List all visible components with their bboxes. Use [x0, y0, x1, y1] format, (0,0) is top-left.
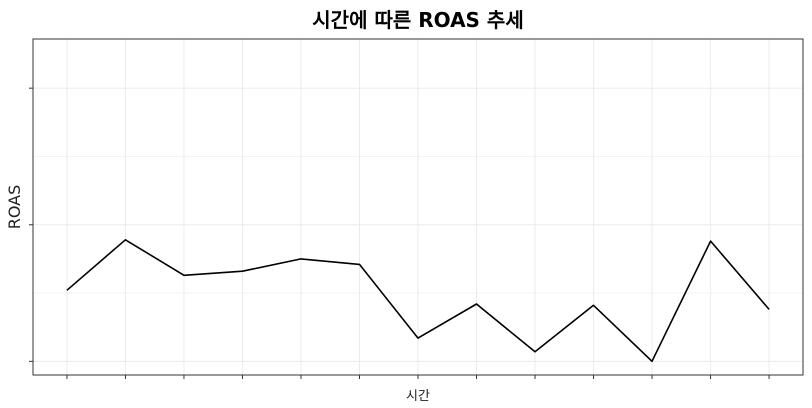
axis-ticks: [29, 87, 770, 379]
chart-title: 시간에 따른 ROAS 추세: [312, 8, 523, 32]
grid: [33, 39, 803, 375]
y-axis-label: ROAS: [5, 185, 24, 230]
roas-series-line: [66, 239, 770, 363]
x-axis-label: 시간: [406, 389, 430, 404]
